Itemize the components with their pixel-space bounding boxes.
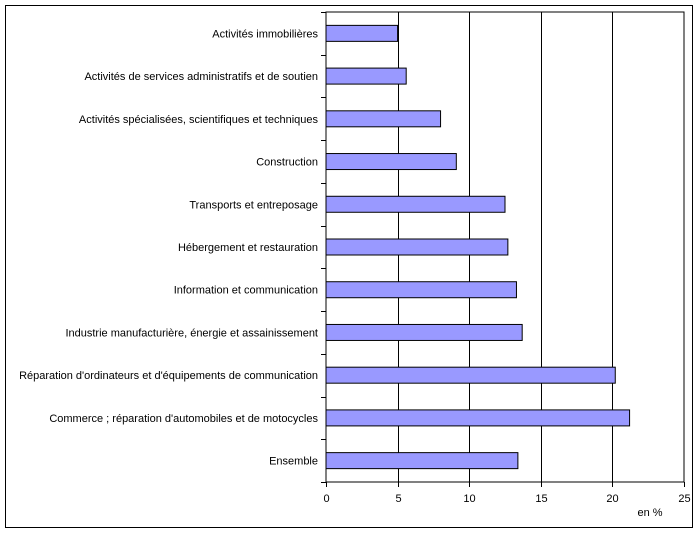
bar-0 (325, 24, 399, 42)
category-label-0: Activités immobilières (212, 28, 318, 40)
category-label-6: Information et communication (174, 285, 318, 297)
category-label-9: Commerce ; réparation d'automobiles et d… (49, 413, 318, 425)
bar-2 (325, 110, 442, 128)
bar-layer (325, 24, 631, 470)
bar-7 (325, 323, 523, 341)
bar-4 (325, 195, 506, 213)
label-layer: 0 5 10 15 20 25 Activités immobilières Activité… (19, 28, 691, 505)
x-tick-label-10: 10 (463, 493, 475, 505)
category-label-7: Industrie manufacturière, énergie et ass… (65, 327, 318, 339)
chart-frame (5, 5, 693, 528)
x-tick-label-25: 25 (678, 493, 690, 505)
category-label-2: Activités spécialisées, scientifiques et… (79, 114, 319, 126)
x-tick-label-15: 15 (535, 493, 547, 505)
bar-6 (325, 281, 517, 299)
bar-10 (325, 452, 519, 470)
bar-1 (325, 67, 407, 85)
x-tick-label-0: 0 (323, 493, 329, 505)
category-label-8: Réparation d'ordinateurs et d'équipement… (19, 370, 318, 382)
bar-8 (325, 366, 616, 384)
x-tick-label-20: 20 (606, 493, 618, 505)
axis-layer (321, 11, 685, 487)
category-label-10: Ensemble (269, 456, 318, 468)
x-tick-label-5: 5 (395, 493, 401, 505)
category-label-5: Hébergement et restauration (178, 242, 318, 254)
category-label-1: Activités de services administratifs et … (84, 71, 318, 83)
x-axis-unit-label: en % (637, 507, 662, 519)
bar-5 (325, 238, 509, 256)
category-label-4: Transports et entreposage (189, 199, 318, 211)
plot-area-border (325, 11, 685, 483)
bar-9 (325, 409, 631, 427)
bar-3 (325, 153, 457, 171)
category-label-3: Construction (256, 157, 318, 169)
